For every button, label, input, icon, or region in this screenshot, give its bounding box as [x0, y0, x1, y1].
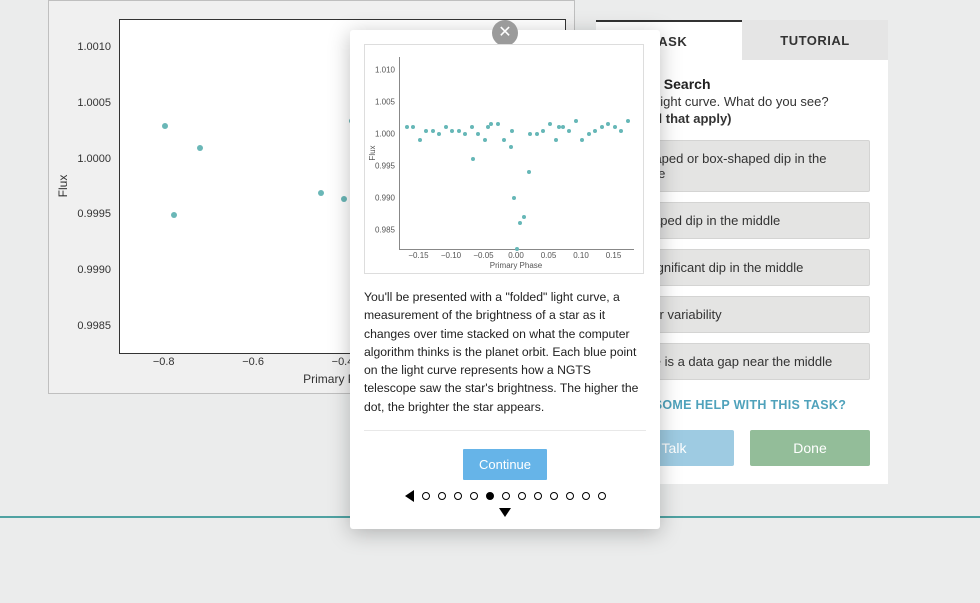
tab-tutorial[interactable]: TUTORIAL	[742, 20, 888, 60]
modal-x-tick: 0.05	[541, 251, 557, 260]
step-dot[interactable]	[502, 492, 510, 500]
step-dot[interactable]	[582, 492, 590, 500]
y-tick-label: 0.9990	[49, 264, 111, 276]
step-dot[interactable]	[518, 492, 526, 500]
close-icon[interactable]: ✕	[492, 20, 518, 46]
modal-x-tick: 0.00	[508, 251, 524, 260]
step-dot[interactable]	[534, 492, 542, 500]
modal-y-tick: 1.005	[375, 97, 395, 106]
step-dot[interactable]	[438, 492, 446, 500]
done-button[interactable]: Done	[750, 430, 870, 466]
y-tick-label: 1.0010	[49, 41, 111, 53]
modal-y-tick: 0.995	[375, 161, 395, 170]
tutorial-modal: ✕ 0.9850.9900.9951.0001.0051.010 −0.15−0…	[350, 30, 660, 529]
modal-chart: 0.985 0.990 0.995 1.000 1.005 1.010 −0.15 −0.1…	[364, 44, 644, 274]
modal-chart-xlabel: Primary Phase	[399, 261, 633, 270]
y-tick-label: 1.0000	[49, 153, 111, 165]
x-tick-label: −0.8	[153, 356, 175, 368]
modal-y-tick: 1.000	[375, 129, 395, 138]
modal-x-tick: −0.15	[408, 251, 428, 260]
y-tick-label: 0.9985	[49, 320, 111, 332]
x-tick-label: −0.6	[242, 356, 264, 368]
modal-y-tick: 0.990	[375, 193, 395, 202]
step-indicator	[364, 490, 646, 504]
continue-button[interactable]: Continue	[463, 449, 547, 480]
step-dot[interactable]	[486, 492, 494, 500]
modal-y-tick: 0.985	[375, 225, 395, 234]
modal-chart-ylabel: Flux	[368, 145, 377, 160]
step-dot[interactable]	[598, 492, 606, 500]
step-dot[interactable]	[550, 492, 558, 500]
modal-y-tick: 1.010	[375, 65, 395, 74]
y-tick-label: 1.0005	[49, 97, 111, 109]
chevron-left-icon[interactable]	[405, 490, 414, 502]
modal-x-tick: −0.05	[473, 251, 493, 260]
step-dot[interactable]	[422, 492, 430, 500]
step-dot[interactable]	[566, 492, 574, 500]
modal-x-tick: 0.15	[606, 251, 622, 260]
main-chart-ylabel: Flux	[56, 175, 70, 198]
step-dot[interactable]	[454, 492, 462, 500]
modal-x-tick: −0.10	[441, 251, 461, 260]
step-dot[interactable]	[470, 492, 478, 500]
y-tick-label: 0.9995	[49, 208, 111, 220]
modal-text: You'll be presented with a "folded" ligh…	[364, 288, 646, 431]
chevron-down-icon[interactable]	[499, 508, 511, 517]
modal-x-tick: 0.10	[573, 251, 589, 260]
